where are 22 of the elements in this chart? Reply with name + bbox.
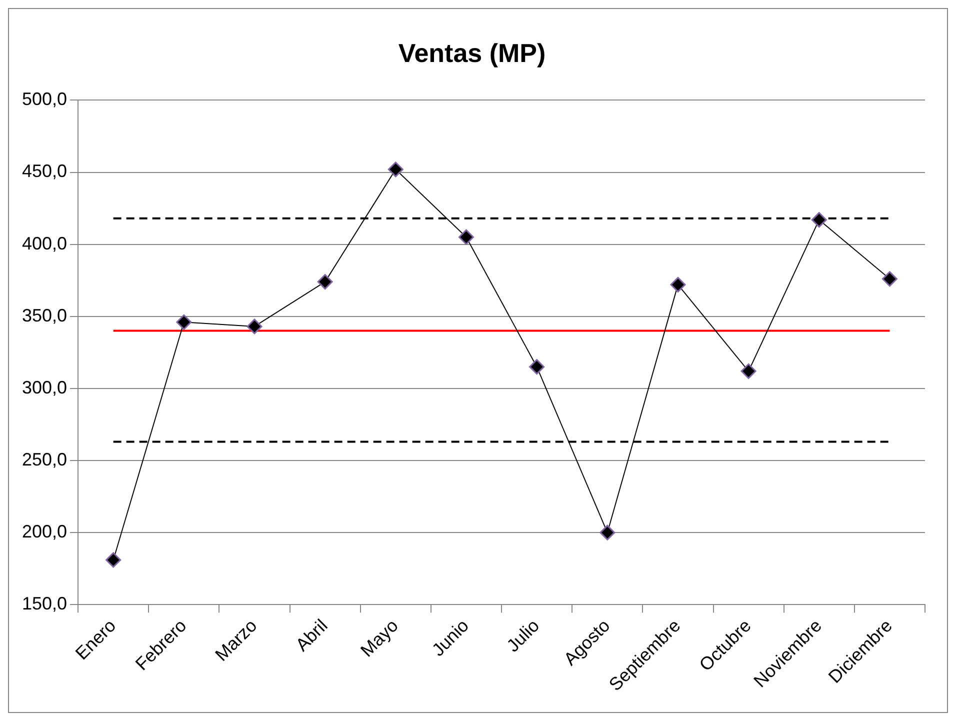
y-tick-label: 400,0 — [22, 233, 68, 254]
point — [811, 212, 827, 228]
point — [882, 271, 898, 287]
point — [388, 162, 404, 178]
y-tick-label: 150,0 — [22, 594, 68, 614]
point — [670, 276, 686, 292]
y-tick-label: 450,0 — [22, 161, 68, 182]
y-tick-label: 250,0 — [22, 449, 68, 470]
point — [246, 318, 262, 334]
point — [176, 314, 192, 330]
y-tick-label: 500,0 — [22, 89, 68, 110]
point — [317, 274, 333, 290]
point — [740, 363, 756, 379]
chart-title: Ventas (MP) — [398, 38, 546, 68]
point — [106, 552, 122, 568]
point — [529, 359, 545, 375]
point — [600, 524, 616, 540]
y-tick-label: 350,0 — [22, 305, 68, 326]
y-tick-label: 200,0 — [22, 522, 68, 542]
x-tick-label: Julio — [502, 615, 544, 656]
point — [458, 229, 474, 245]
y-tick-label: 300,0 — [22, 377, 68, 398]
